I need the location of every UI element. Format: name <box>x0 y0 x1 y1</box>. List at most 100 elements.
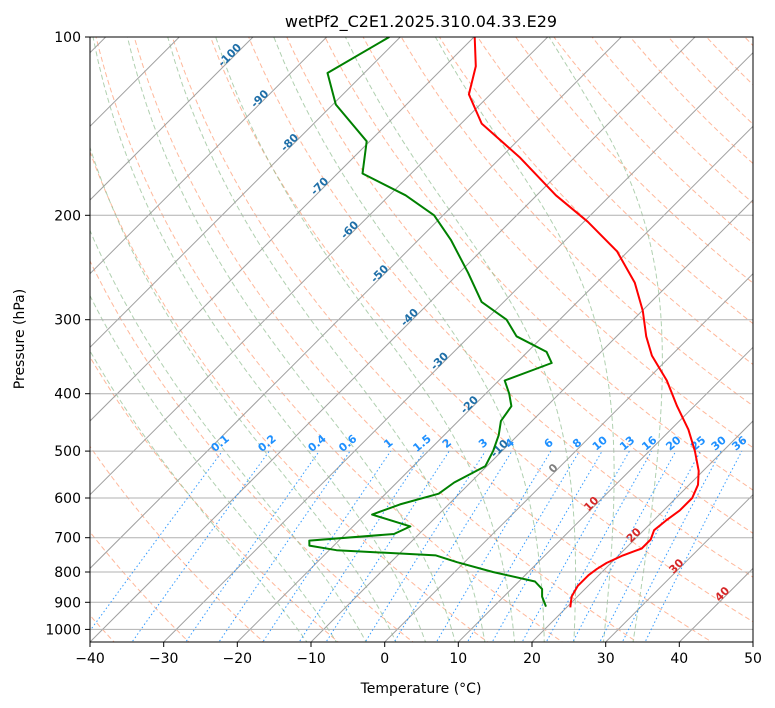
mixing-ratio-label: 8 <box>570 436 584 451</box>
x-tick-label: 50 <box>744 651 762 667</box>
dry-adiabat-line <box>90 150 489 642</box>
mixing-ratio-label: 13 <box>617 434 637 454</box>
warm-isotherm-label: 40 <box>712 584 732 604</box>
isotherm-label: -90 <box>248 87 271 110</box>
isotherm-line <box>90 37 696 642</box>
mixing-ratio-label: 36 <box>730 433 750 453</box>
moist-adiabat-line <box>215 37 516 642</box>
moist-adiabats <box>90 37 663 642</box>
isotherm-line <box>531 420 753 642</box>
dry-adiabat-line <box>90 531 190 642</box>
isotherm-line <box>90 37 402 349</box>
isotherm-line <box>90 37 623 570</box>
mixing-ratio-line <box>325 450 450 642</box>
mixing-ratio-line <box>644 450 743 642</box>
isotherm-label: -30 <box>428 349 451 372</box>
isotherm-line <box>90 37 328 275</box>
dry-adiabat-line <box>400 37 753 407</box>
dry-adiabat-line <box>515 37 753 284</box>
dry-adiabat-line <box>362 37 753 449</box>
isotherm-line <box>90 37 181 128</box>
warm-isotherm-label: 30 <box>666 556 686 576</box>
y-tick-label: 500 <box>54 444 81 460</box>
y-tick-label: 1000 <box>45 622 81 638</box>
isotherm-line <box>236 125 753 642</box>
mixing-ratio-line <box>621 450 722 642</box>
y-tick-label: 900 <box>54 595 81 611</box>
mixing-ratio-label: 20 <box>664 433 684 453</box>
mixing-ratio-line <box>218 450 351 642</box>
isotherm-line <box>310 199 753 642</box>
dry-adiabat-line <box>286 37 753 534</box>
dry-adiabat-line <box>705 37 753 86</box>
x-tick-label: 10 <box>449 651 467 667</box>
isotherm-label: -60 <box>338 218 361 241</box>
y-tick-label: 700 <box>54 531 81 547</box>
temperature-line <box>467 37 700 608</box>
dry-adiabat-line <box>133 37 638 642</box>
isotherm-label: -40 <box>398 306 421 329</box>
plot-area: 0.1 0.2 0.4 0.6 1 1.5 2 3 4 6 8 10 13 16 20 25 30 36-100-… <box>90 10 775 645</box>
dry-adiabat-line <box>90 356 340 642</box>
mixing-ratio-line <box>572 450 677 642</box>
y-tick-label: 100 <box>54 30 81 46</box>
mixing-ratio-line <box>364 450 486 642</box>
y-tick-label: 600 <box>54 491 81 507</box>
x-tick-label: 30 <box>597 651 615 667</box>
warm-isotherm-label: 10 <box>581 494 601 514</box>
y-tick-label: 400 <box>54 387 81 403</box>
dewpoint-line <box>308 37 553 607</box>
mixing-ratio-label: 6 <box>542 436 556 451</box>
isotherm-line <box>604 493 753 642</box>
isotherm-line <box>457 346 753 642</box>
x-tick-label: −20 <box>223 651 253 667</box>
x-tick-label: −10 <box>296 651 326 667</box>
x-tick-label: 40 <box>670 651 688 667</box>
x-tick-label: −30 <box>149 651 179 667</box>
dry-adiabat-line <box>438 37 753 366</box>
warm-isotherm-label: 20 <box>624 525 644 545</box>
pressure-gridlines <box>90 37 753 630</box>
dry-adiabat-line <box>553 37 753 244</box>
y-tick-label: 200 <box>54 208 81 224</box>
isotherm-line <box>90 37 254 201</box>
dry-adiabat-line <box>90 445 265 642</box>
isotherm-label: -100 <box>215 41 244 70</box>
plot-frame <box>89 36 754 643</box>
mixing-ratio-label: 10 <box>590 433 610 453</box>
dry-adiabat-line <box>171 37 713 642</box>
isotherm-label: -20 <box>458 393 481 416</box>
chart-title: wetPf2_C2E1.2025.310.04.33.E29 <box>285 12 557 32</box>
mixing-ratio-line <box>393 450 513 642</box>
isotherm-label: -80 <box>278 131 301 154</box>
dry-adiabat-line <box>591 37 753 204</box>
dry-adiabat-line <box>324 37 753 491</box>
isotherm-label: -50 <box>368 262 391 285</box>
dry-adiabat-line <box>248 37 753 578</box>
mixing-ratio-label: 16 <box>639 433 659 453</box>
mixing-ratio-line <box>298 450 425 642</box>
mixing-ratio-lines <box>90 450 743 642</box>
mixing-ratio-line <box>131 450 270 642</box>
mixing-ratio-line <box>466 450 580 642</box>
dry-adiabat-line <box>756 10 775 645</box>
isotherm-line <box>678 567 753 642</box>
y-tick-label: 300 <box>54 313 81 329</box>
x-tick-label: 0 <box>380 651 389 667</box>
dry-adiabat-line <box>209 37 753 623</box>
x-axis-ticks: −40 −30 −20 −10 0 10 20 30 40 50 <box>75 642 762 667</box>
moist-adiabat-line <box>90 294 338 642</box>
dry-adiabat-line <box>744 37 753 47</box>
isotherm-line <box>162 51 753 642</box>
isotherm-line <box>90 37 549 496</box>
y-axis-title: Pressure (hPa) <box>12 289 28 389</box>
moist-adiabat-line <box>92 37 427 642</box>
dry-adiabat-line <box>667 37 753 125</box>
dry-adiabat-line <box>629 37 753 165</box>
sounding-series <box>308 37 700 608</box>
isotherms <box>90 37 753 642</box>
isotherm-line <box>383 272 753 642</box>
x-axis-title: Temperature (°C) <box>360 681 482 697</box>
mixing-ratio-line <box>185 450 320 642</box>
